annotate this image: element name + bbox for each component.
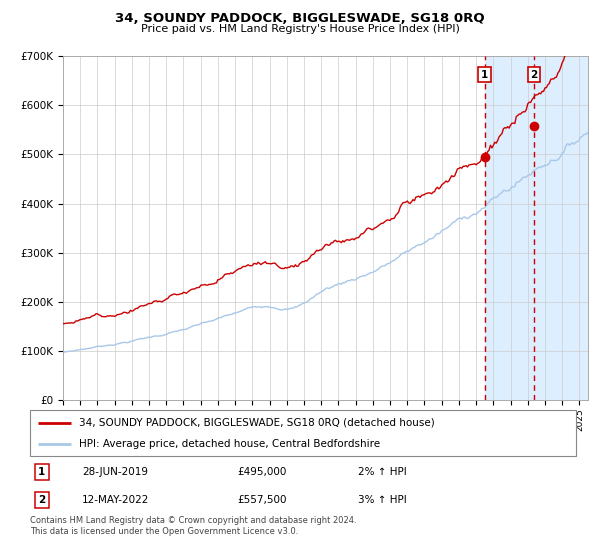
Text: 2: 2 — [38, 494, 46, 505]
Text: 34, SOUNDY PADDOCK, BIGGLESWADE, SG18 0RQ: 34, SOUNDY PADDOCK, BIGGLESWADE, SG18 0R… — [115, 12, 485, 25]
Text: 28-JUN-2019: 28-JUN-2019 — [82, 467, 148, 477]
Text: 2: 2 — [530, 70, 538, 80]
Text: 3% ↑ HPI: 3% ↑ HPI — [358, 494, 406, 505]
Bar — [485, 56, 588, 400]
Text: £495,000: £495,000 — [238, 467, 287, 477]
Text: Price paid vs. HM Land Registry's House Price Index (HPI): Price paid vs. HM Land Registry's House … — [140, 24, 460, 34]
Text: 1: 1 — [481, 70, 488, 80]
Text: 34, SOUNDY PADDOCK, BIGGLESWADE, SG18 0RQ (detached house): 34, SOUNDY PADDOCK, BIGGLESWADE, SG18 0R… — [79, 418, 435, 428]
Text: £557,500: £557,500 — [238, 494, 287, 505]
Text: Contains HM Land Registry data © Crown copyright and database right 2024.
This d: Contains HM Land Registry data © Crown c… — [30, 516, 356, 536]
Text: 1: 1 — [38, 467, 46, 477]
FancyBboxPatch shape — [30, 410, 576, 456]
Text: 2% ↑ HPI: 2% ↑ HPI — [358, 467, 406, 477]
Text: 12-MAY-2022: 12-MAY-2022 — [82, 494, 149, 505]
Text: HPI: Average price, detached house, Central Bedfordshire: HPI: Average price, detached house, Cent… — [79, 439, 380, 449]
